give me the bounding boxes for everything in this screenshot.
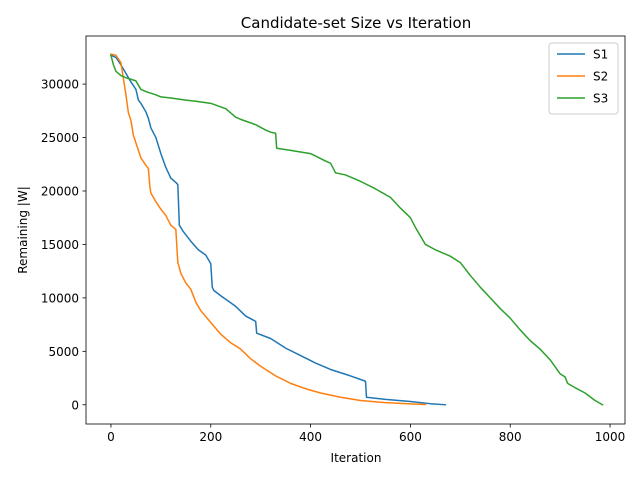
legend-label-s2: S2 — [593, 70, 608, 84]
x-tick-label: 0 — [107, 430, 115, 444]
y-tick-label: 20000 — [41, 184, 79, 198]
y-tick-label: 30000 — [41, 78, 79, 92]
legend-label-s3: S3 — [593, 92, 608, 106]
legend-label-s1: S1 — [593, 48, 608, 62]
y-axis-label: Remaining |W| — [16, 186, 30, 274]
y-tick-label: 0 — [71, 398, 79, 412]
x-tick-label: 400 — [299, 430, 322, 444]
y-tick-label: 10000 — [41, 291, 79, 305]
x-tick-label: 800 — [499, 430, 522, 444]
chart-title: Candidate-set Size vs Iteration — [241, 14, 471, 32]
y-tick-label: 25000 — [41, 131, 79, 145]
legend: S1 S2 S3 — [549, 43, 618, 114]
x-tick-label: 1000 — [595, 430, 626, 444]
y-tick-label: 15000 — [41, 238, 79, 252]
x-axis-label: Iteration — [331, 451, 382, 465]
x-tick-label: 600 — [399, 430, 422, 444]
x-tick-label: 200 — [199, 430, 222, 444]
y-tick-label: 5000 — [48, 345, 79, 359]
